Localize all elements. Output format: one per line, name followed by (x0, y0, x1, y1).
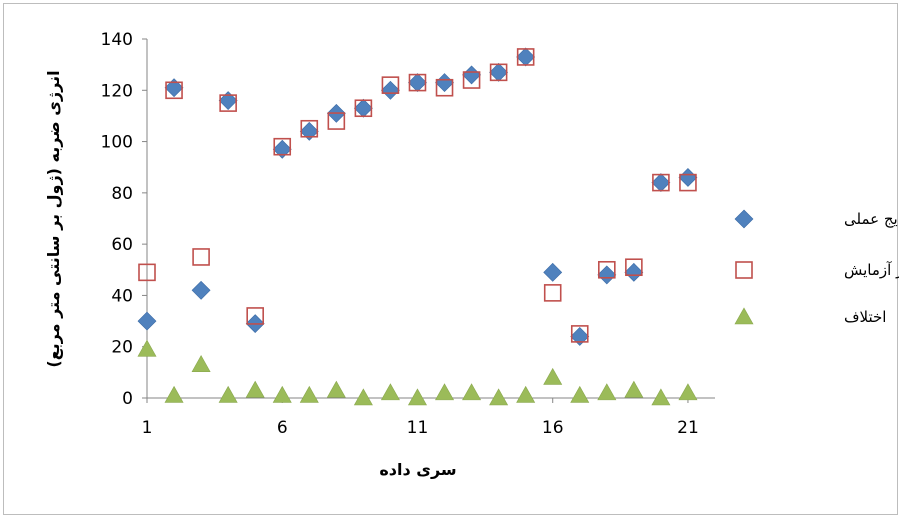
data-point-square-open (570, 325, 589, 343)
data-point-square-open (462, 71, 481, 89)
data-point-diamond (651, 173, 671, 193)
data-point-diamond (353, 98, 373, 118)
data-point-triangle (462, 383, 482, 401)
data-point-square-open (381, 76, 400, 94)
data-point-triangle (245, 380, 265, 398)
data-point-triangle (191, 355, 211, 372)
data-point-square-open (246, 307, 264, 325)
data-point-triangle (164, 385, 184, 403)
legend-marker-diamond (734, 209, 754, 229)
data-point-square-open (679, 173, 697, 192)
data-point-diamond (381, 80, 400, 100)
x-tick-label: 11 (407, 418, 429, 438)
data-point-triangle (597, 383, 617, 401)
x-tick-label: 1 (142, 418, 153, 438)
data-point-square-open (138, 263, 156, 282)
data-point-square-open (598, 260, 616, 279)
data-point-triangle (678, 383, 698, 401)
data-point-triangle (272, 385, 292, 403)
data-point-diamond (516, 47, 536, 67)
data-point-triangle (516, 385, 536, 403)
data-point-diamond (678, 168, 698, 187)
data-point-square-open (219, 94, 237, 112)
x-tick-label: 6 (277, 418, 288, 438)
data-point-square-open (516, 48, 535, 66)
data-point-triangle (326, 380, 346, 398)
data-point-square-open (652, 173, 670, 192)
data-point-diamond (462, 65, 481, 85)
data-point-triangle (407, 388, 427, 406)
data-point-square-open (327, 112, 346, 130)
data-point-square-open (625, 258, 643, 277)
data-point-triangle (543, 367, 563, 385)
y-tick-label: 100 (101, 133, 133, 153)
legend-label: نتایج فاز آزمایش (844, 261, 899, 279)
data-point-diamond (435, 73, 454, 93)
legend-marker-square-open (735, 261, 753, 279)
data-point-diamond (624, 262, 644, 282)
y-axis-title: انرژی ضربه (ژول بر سانتی متر مربع) (44, 70, 63, 367)
data-point-square-open (354, 99, 373, 118)
data-point-triangle (137, 339, 157, 357)
x-tick-label: 16 (542, 418, 564, 438)
x-axis-title: سری داده (379, 460, 456, 479)
legend-label: نتایج عملی (844, 210, 899, 228)
data-point-square-open (300, 119, 319, 138)
data-points (137, 47, 698, 406)
data-point-diamond (597, 265, 617, 285)
data-point-diamond (218, 91, 238, 110)
data-point-triangle (299, 385, 319, 403)
data-point-diamond (191, 280, 211, 300)
y-tick-label: 80 (111, 184, 133, 204)
y-tick-label: 0 (122, 389, 133, 409)
y-tick-label: 120 (101, 81, 133, 101)
data-point-triangle (353, 388, 373, 406)
y-tick-label: 60 (111, 235, 133, 255)
data-point-triangle (624, 380, 644, 398)
data-point-triangle (380, 383, 400, 401)
data-point-square-open (543, 284, 562, 302)
data-point-square-open (273, 137, 292, 156)
y-tick-label: 20 (111, 338, 133, 358)
data-point-diamond (570, 327, 590, 346)
data-point-diamond (543, 262, 563, 282)
data-point-triangle (651, 388, 671, 406)
legend-label: اختلاف (844, 308, 886, 326)
data-point-square-open (489, 63, 508, 82)
data-point-triangle (570, 385, 590, 403)
chart-frame: 0 20 40 60 80 100 120 140 1 6 11 16 21 سری داده انرژ… (3, 3, 901, 515)
y-tick-label: 140 (101, 30, 133, 50)
data-point-square-open (165, 81, 183, 100)
data-point-square-open (192, 248, 210, 266)
data-point-square-open (408, 73, 427, 92)
data-point-diamond (408, 73, 427, 93)
data-point-diamond (299, 121, 319, 141)
data-point-diamond (272, 139, 292, 159)
data-point-triangle (489, 388, 509, 406)
legend: نتایج عملی نتایج فاز آزمایش اختلاف (734, 209, 901, 326)
data-point-diamond (137, 311, 157, 331)
legend-marker-triangle (734, 307, 754, 325)
data-point-square-open (435, 78, 454, 97)
x-tick-label: 21 (677, 418, 699, 438)
data-point-triangle (218, 385, 238, 403)
data-point-diamond (489, 62, 509, 82)
y-tick-label: 40 (111, 286, 133, 306)
data-point-diamond (164, 78, 184, 98)
data-point-triangle (435, 383, 455, 401)
